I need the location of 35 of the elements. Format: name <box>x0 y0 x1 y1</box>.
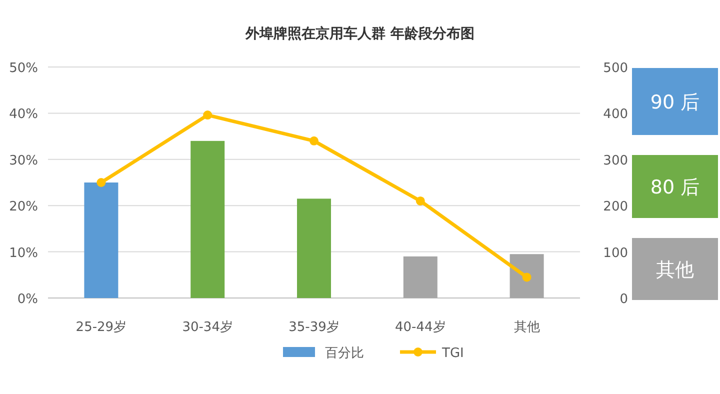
y2-tick-label: 200 <box>603 200 628 215</box>
y-tick-label: 40% <box>9 107 38 122</box>
legend-item: 百分比 <box>283 346 364 361</box>
y2-tick-label: 400 <box>603 107 628 122</box>
point <box>310 136 318 146</box>
x-tick-label: 35-39岁 <box>288 320 340 335</box>
bar <box>403 256 438 298</box>
legend-item: TGI <box>400 346 464 361</box>
x-tick-label: 25-29岁 <box>76 320 127 335</box>
text: 其他 <box>656 259 694 281</box>
x-tick-label: 其他 <box>514 320 540 335</box>
y2-tick-label: 0 <box>620 292 628 307</box>
legend-label: TGI <box>441 346 464 361</box>
legend-label: 百分比 <box>325 346 364 361</box>
point <box>416 196 425 206</box>
text: 90 后 <box>650 92 700 114</box>
point <box>203 110 212 120</box>
y2-tick-label: 500 <box>603 61 628 76</box>
bar <box>510 254 544 298</box>
y-tick-label: 20% <box>9 200 38 215</box>
point <box>522 272 532 282</box>
text: 80 后 <box>650 176 700 198</box>
bar <box>190 140 225 298</box>
point <box>96 178 106 187</box>
y-tick-label: 30% <box>9 153 38 168</box>
y2-tick-label: 100 <box>603 246 628 261</box>
chart-title: 外埠牌照在京用车人群 年龄段分布图 <box>244 25 474 42</box>
x-tick-label: 30-34岁 <box>182 320 233 335</box>
y-tick-label: 10% <box>9 246 38 261</box>
bar <box>297 198 331 298</box>
x-tick-label: 40-44岁 <box>395 320 446 335</box>
y2-tick-label: 300 <box>603 153 628 168</box>
y-tick-label: 50% <box>9 61 38 76</box>
y-tick-label: 0% <box>17 292 38 307</box>
bar <box>84 182 118 298</box>
